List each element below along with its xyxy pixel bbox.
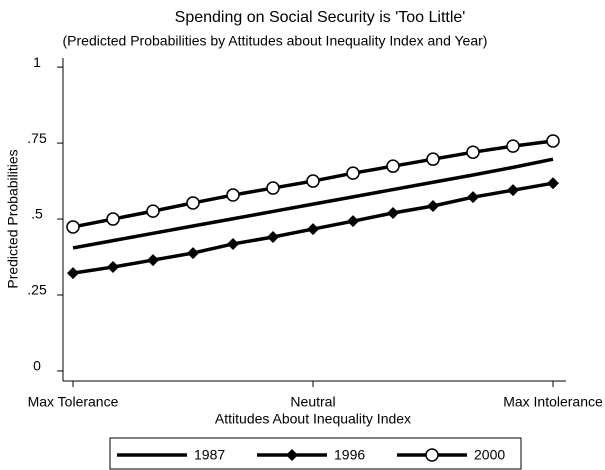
marker	[67, 267, 79, 280]
marker	[346, 166, 360, 180]
marker	[187, 247, 199, 260]
marker	[546, 134, 560, 148]
marker	[466, 145, 480, 159]
marker	[107, 261, 119, 274]
legend-box	[109, 437, 522, 470]
series-line	[72, 157, 554, 250]
marker	[547, 177, 559, 190]
marker	[306, 174, 320, 188]
y-axis-label: Predicted Probabilities	[5, 149, 21, 288]
legend-label: 2000	[474, 447, 505, 463]
chart-subtitle: (Predicted Probabilities by Attitudes ab…	[63, 33, 488, 49]
marker	[226, 188, 240, 202]
legend-label: 1996	[334, 447, 365, 463]
x-tick-label: Max Tolerance	[28, 394, 119, 410]
marker	[227, 237, 239, 250]
marker	[146, 204, 160, 218]
marker	[425, 448, 439, 462]
marker	[427, 199, 439, 212]
x-tick-label: Neutral	[290, 394, 335, 410]
y-tick-label: 0	[33, 358, 41, 374]
marker	[347, 215, 359, 228]
chart-title: Spending on Social Security is 'Too Litt…	[175, 9, 466, 26]
marker	[186, 196, 200, 210]
y-tick-label: .5	[31, 206, 43, 222]
marker	[507, 184, 519, 197]
marker	[426, 152, 440, 166]
marker	[307, 223, 319, 236]
marker	[266, 181, 280, 195]
legend-label: 1987	[194, 447, 225, 463]
marker	[467, 191, 479, 204]
marker	[506, 139, 520, 153]
marker	[387, 206, 399, 219]
marker	[286, 449, 298, 461]
y-tick-label: .75	[27, 130, 47, 146]
marker	[147, 254, 159, 267]
y-tick-label: .25	[27, 282, 47, 298]
marker	[386, 159, 400, 173]
y-tick-label: 1	[33, 54, 41, 70]
marker	[106, 212, 120, 226]
marker	[66, 220, 80, 234]
x-tick-label: Max Intolerance	[503, 394, 603, 410]
marker	[267, 230, 279, 243]
x-axis-label: Attitudes About Inequality Index	[215, 411, 411, 427]
